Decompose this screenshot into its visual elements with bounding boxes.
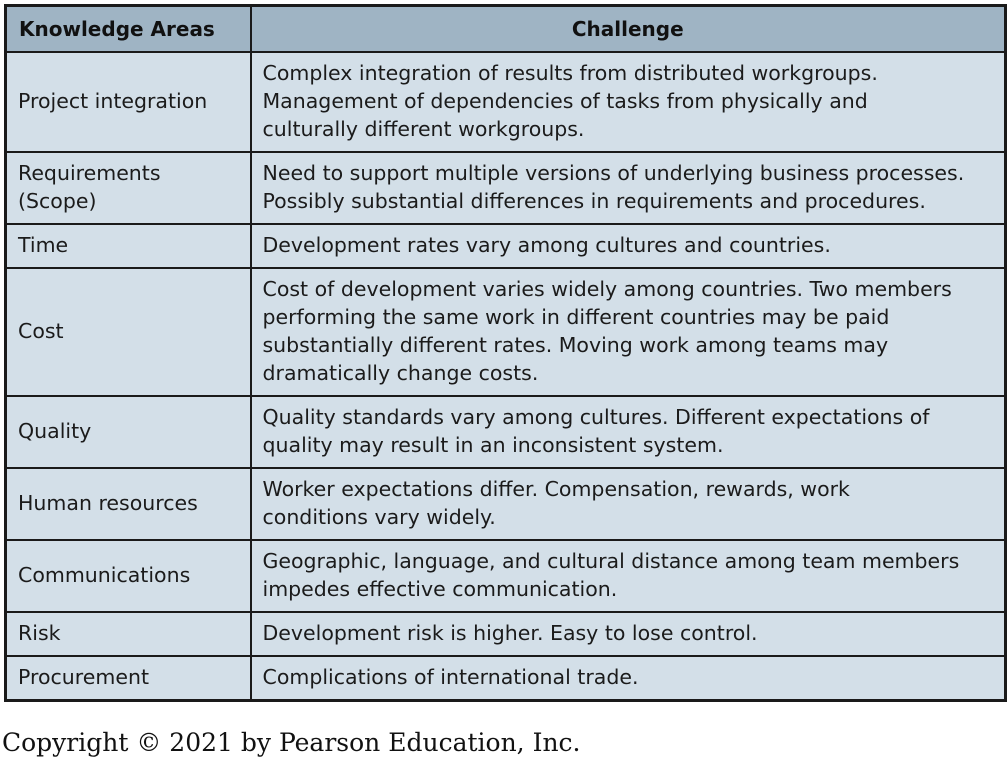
knowledge-area-cell: Cost — [4, 267, 252, 397]
challenge-text-line: Quality standards vary among cultures. D… — [262, 405, 930, 429]
knowledge-area-cell: Human resources — [4, 467, 252, 541]
table-row: Project integration Complex integration o… — [4, 51, 1007, 153]
challenge-text-line: Development rates vary among cultures an… — [262, 233, 831, 257]
challenge-text-line: Possibly substantial differences in requ… — [262, 189, 926, 213]
challenge-cell: Cost of development varies widely among … — [249, 267, 1007, 397]
copyright-notice: Copyright © 2021 by Pearson Education, I… — [2, 728, 581, 757]
challenge-text-line: impedes effective communication. — [262, 577, 618, 601]
knowledge-area-cell: Project integration — [4, 51, 252, 153]
knowledge-area-cell: Time — [4, 223, 252, 269]
challenge-cell: Worker expectations differ. Compensation… — [249, 467, 1007, 541]
challenge-cell: Complex integration of results from dist… — [249, 51, 1007, 153]
table-row: Cost Cost of development varies widely am… — [4, 267, 1007, 397]
knowledge-area-cell: Quality — [4, 395, 252, 469]
challenge-text-line: Complex integration of results from dist… — [262, 61, 878, 85]
knowledge-areas-table-container: Knowledge Areas Challenge Project integr… — [4, 4, 1007, 702]
challenge-text-line: substantially different rates. Moving wo… — [262, 333, 889, 357]
challenge-text-line: Geographic, language, and cultural dista… — [262, 549, 960, 573]
challenge-cell: Complications of international trade. — [249, 655, 1007, 702]
table-row: Risk Development risk is higher. Easy to … — [4, 611, 1007, 657]
challenge-text-line: Development risk is higher. Easy to lose… — [262, 621, 758, 645]
challenge-text-line: dramatically change costs. — [262, 361, 539, 385]
knowledge-area-cell: Requirements (Scope) — [4, 151, 252, 225]
knowledge-area-cell: Procurement — [4, 655, 252, 702]
table-row: Quality Quality standards vary among cult… — [4, 395, 1007, 469]
column-header-challenge: Challenge — [249, 4, 1007, 53]
table-row: Requirements (Scope) Need to support mult… — [4, 151, 1007, 225]
challenge-cell: Quality standards vary among cultures. D… — [249, 395, 1007, 469]
challenge-cell: Development risk is higher. Easy to lose… — [249, 611, 1007, 657]
challenge-cell: Need to support multiple versions of und… — [249, 151, 1007, 225]
challenge-text-line: culturally different workgroups. — [262, 117, 585, 141]
challenge-text-line: Cost of development varies widely among … — [262, 277, 952, 301]
column-header-knowledge-areas: Knowledge Areas — [4, 4, 252, 53]
knowledge-area-cell: Communications — [4, 539, 252, 613]
challenge-text-line: Management of dependencies of tasks from… — [262, 89, 868, 113]
table-row: Time Development rates vary among culture… — [4, 223, 1007, 269]
challenge-text-line: quality may result in an inconsistent sy… — [262, 433, 724, 457]
challenge-cell: Geographic, language, and cultural dista… — [249, 539, 1007, 613]
knowledge-area-cell: Risk — [4, 611, 252, 657]
table-body: Project integration Complex integration o… — [4, 51, 1007, 702]
table-row: Human resources Worker expectations diffe… — [4, 467, 1007, 541]
table-row: Procurement Complications of internationa… — [4, 655, 1007, 702]
challenge-text-line: Complications of international trade. — [262, 665, 639, 689]
challenge-text-line: Need to support multiple versions of und… — [262, 161, 965, 185]
challenge-text-line: conditions vary widely. — [262, 505, 496, 529]
challenge-text-line: Worker expectations differ. Compensation… — [262, 477, 850, 501]
knowledge-areas-table: Knowledge Areas Challenge Project integr… — [4, 4, 1007, 702]
table-header-row: Knowledge Areas Challenge — [4, 4, 1007, 53]
challenge-cell: Development rates vary among cultures an… — [249, 223, 1007, 269]
table-row: Communications Geographic, language, and … — [4, 539, 1007, 613]
challenge-text-line: performing the same work in different co… — [262, 305, 890, 329]
